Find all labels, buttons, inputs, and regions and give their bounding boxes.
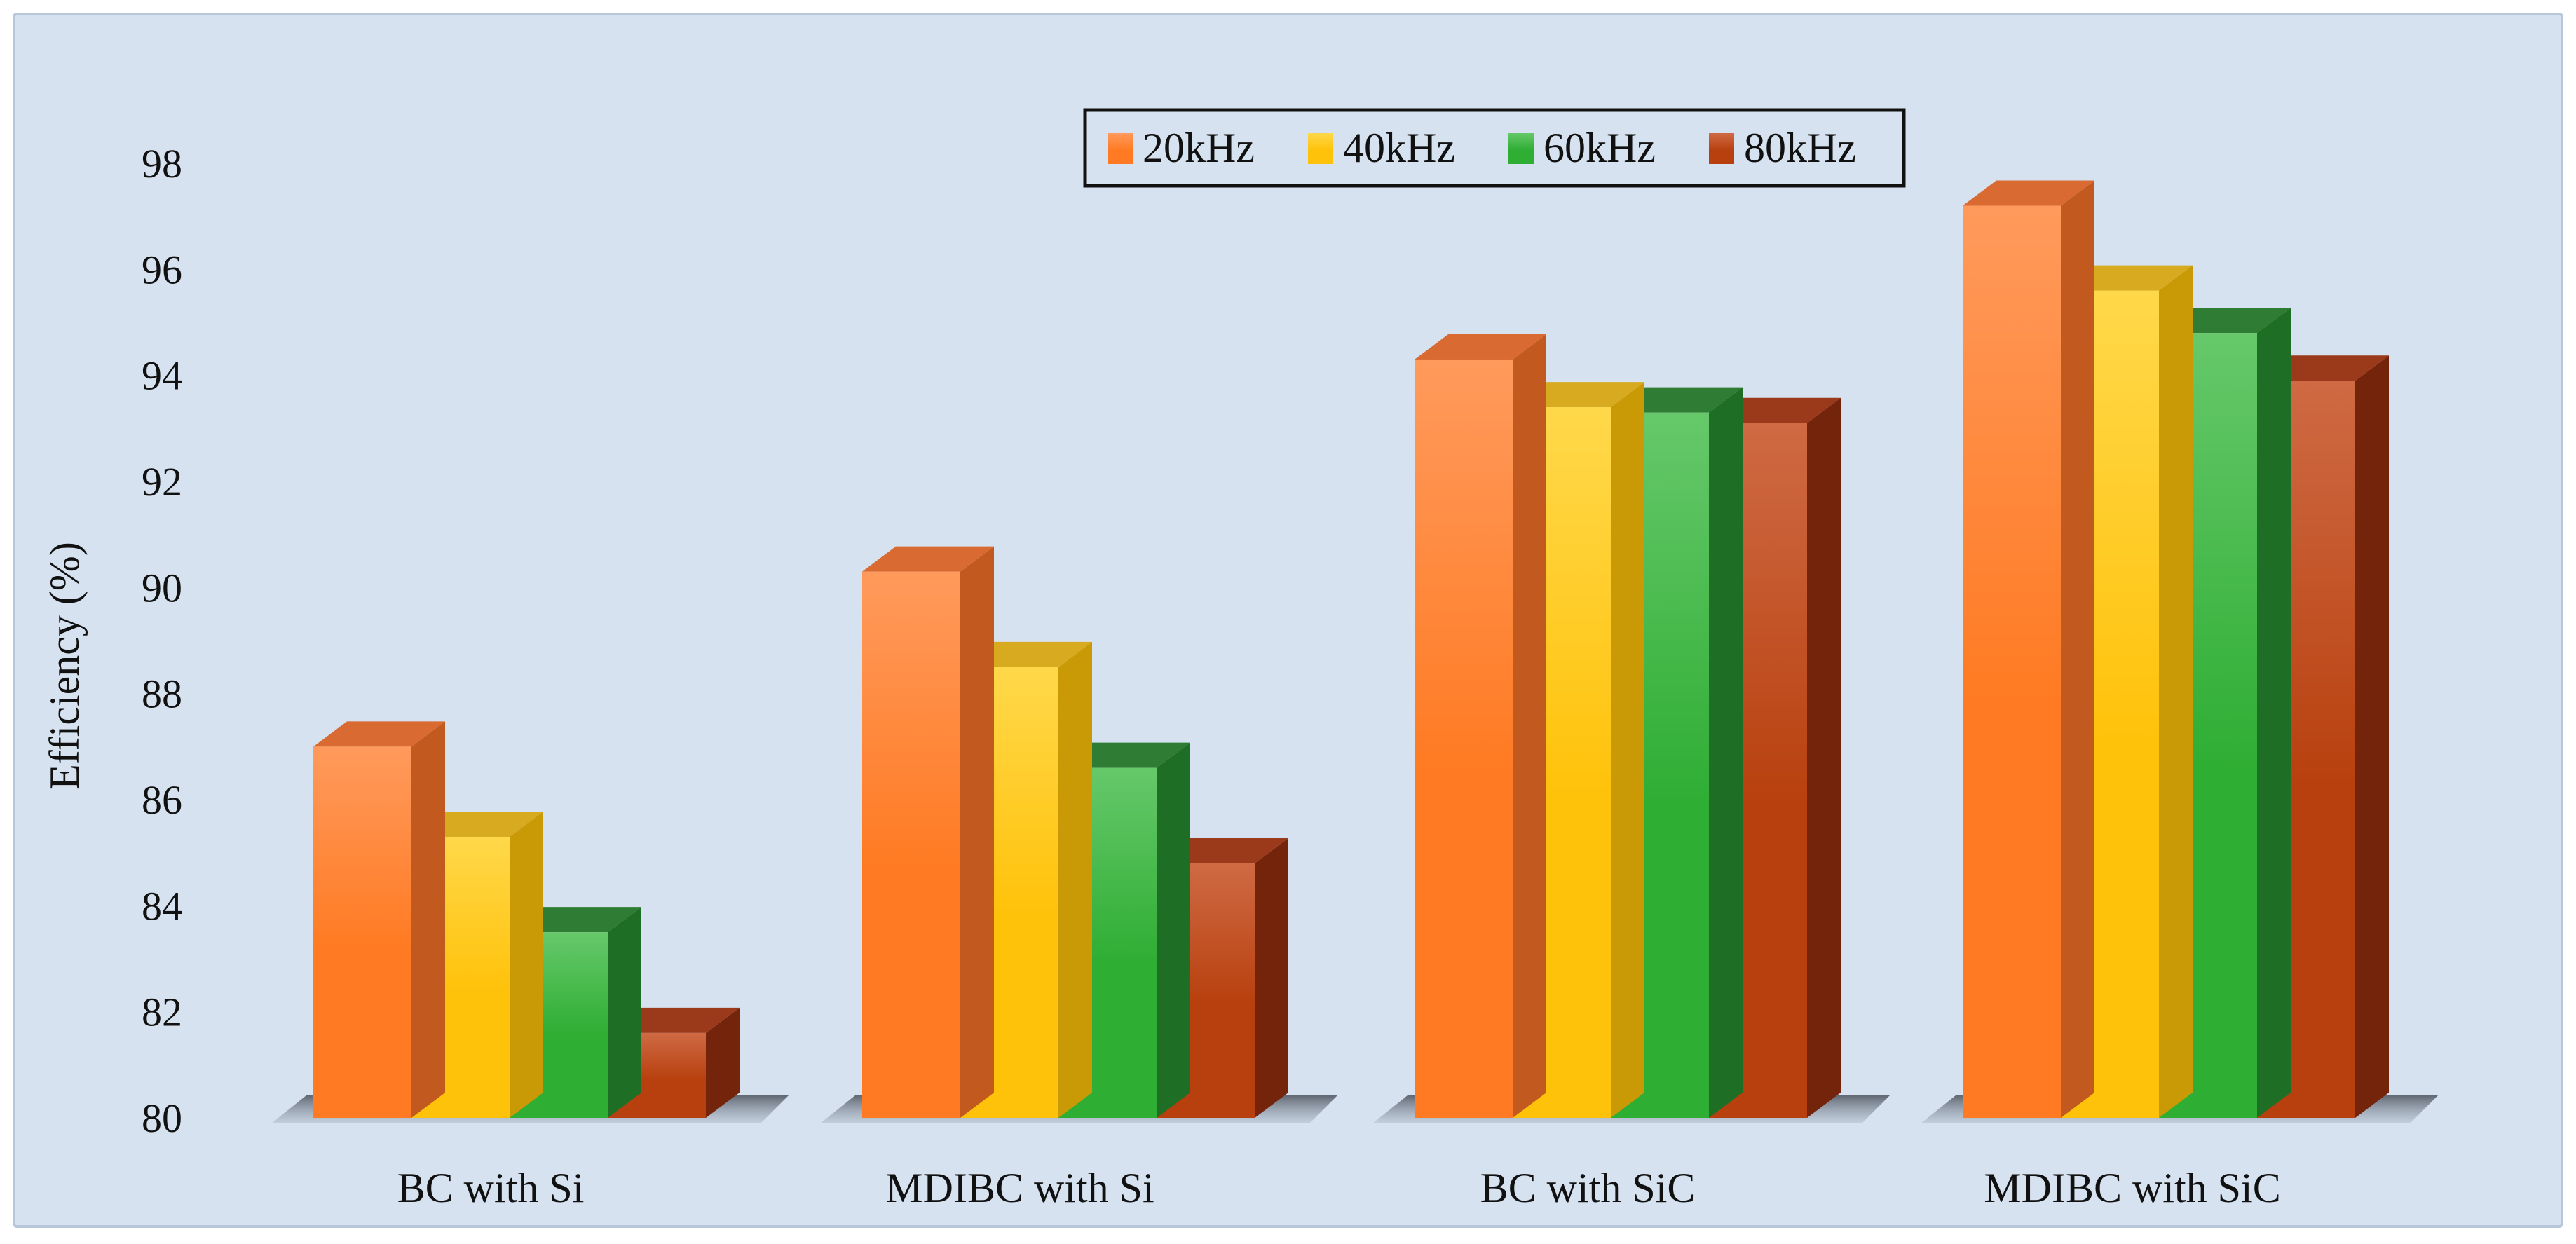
legend-swatch xyxy=(1508,133,1534,164)
bar-side xyxy=(1709,387,1743,1119)
bar-top xyxy=(1963,180,2094,206)
bar-side xyxy=(2159,265,2193,1119)
chart-background xyxy=(13,13,2563,1228)
bar-front xyxy=(1415,359,1513,1118)
y-tick-label: 86 xyxy=(142,777,182,823)
bar xyxy=(1963,180,2094,1118)
bar xyxy=(1415,334,1546,1118)
legend-box xyxy=(1083,108,1906,188)
x-tick-label: MDIBC with Si xyxy=(885,1165,1154,1211)
bar-side xyxy=(1157,742,1190,1118)
y-tick-label: 88 xyxy=(142,671,182,717)
bar xyxy=(862,546,994,1118)
bar-top xyxy=(313,721,445,747)
bar-side xyxy=(510,811,543,1118)
legend-swatch xyxy=(1308,133,1333,164)
y-axis: 80 82 84 86 88 90 92 94 96 98 xyxy=(142,141,182,1141)
y-axis-title: Efficiency (%) xyxy=(41,542,88,790)
legend-label: 60kHz xyxy=(1543,125,1656,171)
legend: 20kHz 40kHz 60kHz 80kHz xyxy=(1083,108,1906,188)
y-tick-label: 84 xyxy=(142,883,182,929)
bars xyxy=(313,180,2389,1119)
bar-side xyxy=(2355,355,2389,1118)
y-tick-label: 96 xyxy=(142,247,182,292)
x-axis: BC with Si MDIBC with Si BC with SiC MDIBC … xyxy=(397,1165,2281,1211)
bar-front xyxy=(1963,205,2061,1118)
bar-side xyxy=(706,1007,740,1118)
bar-side xyxy=(1611,382,1644,1118)
legend-label: 40kHz xyxy=(1343,125,1455,171)
legend-swatch xyxy=(1709,133,1734,164)
bar-side xyxy=(411,721,445,1118)
bar-top xyxy=(862,546,994,572)
x-tick-label: MDIBC with SiC xyxy=(1984,1165,2280,1211)
bar-side xyxy=(2061,180,2094,1118)
y-tick-label: 92 xyxy=(142,459,182,505)
bar-front xyxy=(313,746,411,1118)
x-tick-label: BC with SiC xyxy=(1480,1165,1696,1211)
bar-side xyxy=(960,546,994,1118)
x-tick-label: BC with Si xyxy=(397,1165,585,1211)
bar-front xyxy=(862,571,960,1118)
bar-side xyxy=(608,907,641,1118)
y-tick-label: 90 xyxy=(142,565,182,610)
bar-side xyxy=(1255,838,1288,1118)
y-tick-label: 98 xyxy=(142,141,182,186)
bar-side xyxy=(1807,397,1841,1119)
bar-side xyxy=(1058,641,1092,1118)
legend-label: 80kHz xyxy=(1744,125,1856,171)
legend-label: 20kHz xyxy=(1143,125,1255,171)
bar-top xyxy=(1415,334,1546,360)
bar-side xyxy=(1513,334,1546,1118)
bar-side xyxy=(2257,308,2291,1119)
y-tick-label: 80 xyxy=(142,1095,182,1141)
y-tick-label: 82 xyxy=(142,990,182,1035)
y-tick-label: 94 xyxy=(142,353,182,399)
bar xyxy=(313,721,445,1118)
legend-swatch xyxy=(1108,133,1133,164)
